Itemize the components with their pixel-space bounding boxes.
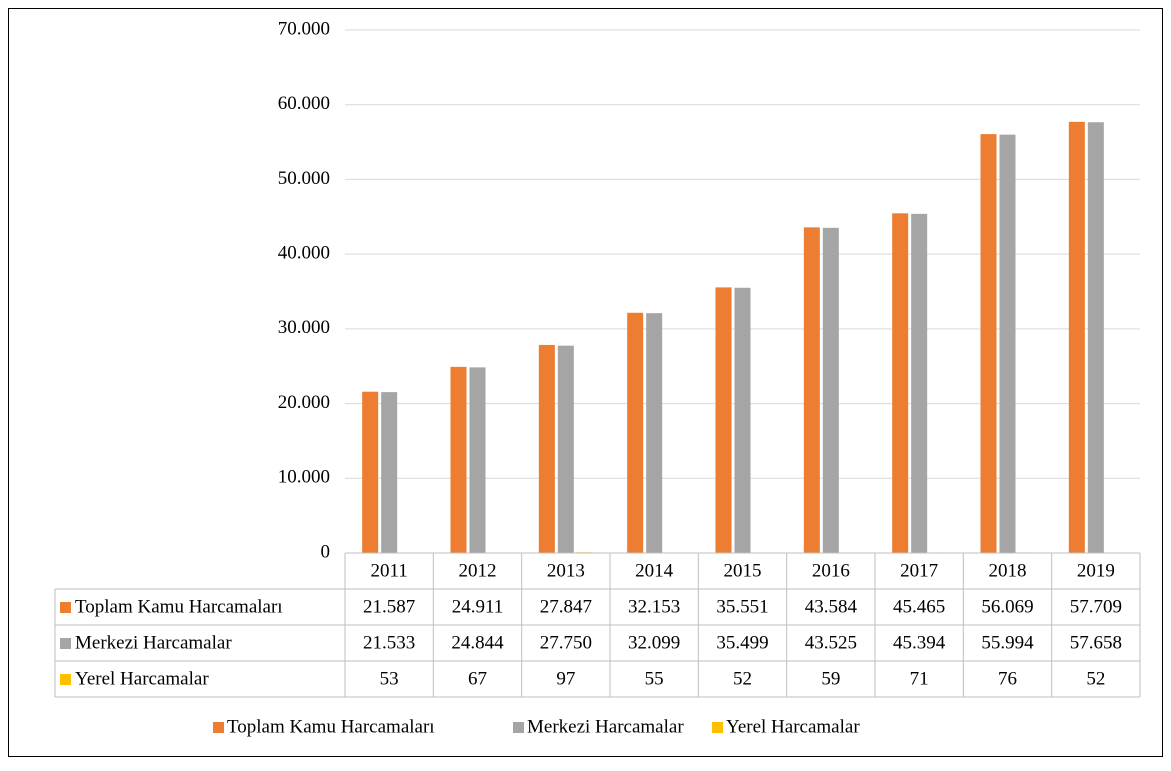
bar: [911, 214, 927, 553]
x-tick-label: 2017: [900, 560, 938, 581]
table-row-label: Merkezi Harcamalar: [75, 632, 232, 653]
y-tick-label: 60.000: [278, 93, 330, 114]
table-row-label: Toplam Kamu Harcamaları: [75, 596, 283, 617]
table-cell: 43.584: [805, 596, 858, 617]
table-cell: 43.525: [805, 632, 857, 653]
table-cell: 24.911: [452, 596, 504, 617]
y-tick-label: 30.000: [278, 317, 330, 338]
table-legend-key: [60, 674, 71, 685]
table-cell: 21.587: [363, 596, 415, 617]
y-tick-label: 20.000: [278, 392, 330, 413]
bar: [362, 392, 378, 553]
x-tick-label: 2012: [459, 560, 497, 581]
table-cell: 71: [910, 668, 929, 689]
table-cell: 57.658: [1070, 632, 1122, 653]
x-tick-label: 2014: [635, 560, 674, 581]
y-tick-label: 50.000: [278, 168, 330, 189]
bar: [892, 213, 908, 553]
bar: [646, 313, 662, 553]
x-tick-label: 2019: [1077, 560, 1115, 581]
x-tick-label: 2013: [547, 560, 585, 581]
table-cell: 67: [468, 668, 487, 689]
table-cell: 53: [380, 668, 399, 689]
x-tick-label: 2018: [989, 560, 1027, 581]
legend-key: [712, 722, 723, 733]
legend-label: Toplam Kamu Harcamaları: [227, 716, 435, 737]
table-legend-key: [60, 602, 71, 613]
bar: [558, 346, 574, 553]
table-cell: 21.533: [363, 632, 415, 653]
table-cell: 97: [556, 668, 575, 689]
bar: [735, 288, 751, 553]
bar: [804, 227, 820, 553]
legend-key: [213, 722, 224, 733]
legend-key: [513, 722, 524, 733]
y-tick-label: 40.000: [278, 243, 330, 264]
legend-label: Merkezi Harcamalar: [527, 716, 684, 737]
bar: [451, 367, 467, 553]
table-cell: 35.551: [716, 596, 768, 617]
table-row-label: Yerel Harcamalar: [75, 668, 209, 689]
table-cell: 27.847: [540, 596, 592, 617]
table-cell: 59: [821, 668, 840, 689]
x-tick-label: 2015: [724, 560, 762, 581]
x-tick-label: 2011: [371, 560, 408, 581]
bar: [539, 345, 555, 553]
y-tick-label: 0: [321, 541, 331, 562]
y-tick-label: 10.000: [278, 467, 330, 488]
table-cell: 24.844: [451, 632, 504, 653]
table-cell: 52: [1086, 668, 1105, 689]
x-tick-label: 2016: [812, 560, 850, 581]
bar: [823, 228, 839, 553]
table-cell: 55.994: [981, 632, 1034, 653]
bar: [1088, 122, 1104, 553]
table-cell: 57.709: [1070, 596, 1122, 617]
table-cell: 52: [733, 668, 752, 689]
bar: [716, 287, 732, 553]
legend-label: Yerel Harcamalar: [726, 716, 860, 737]
table-cell: 35.499: [716, 632, 768, 653]
bar: [381, 392, 397, 553]
table-cell: 32.153: [628, 596, 680, 617]
table-cell: 76: [998, 668, 1017, 689]
bar: [470, 367, 486, 553]
table-cell: 45.465: [893, 596, 945, 617]
bar: [1000, 135, 1016, 553]
table-cell: 27.750: [540, 632, 592, 653]
y-tick-label: 70.000: [278, 18, 330, 39]
bar: [1069, 122, 1085, 553]
table-cell: 32.099: [628, 632, 680, 653]
table-legend-key: [60, 638, 71, 649]
table-cell: 45.394: [893, 632, 946, 653]
bar: [981, 134, 997, 553]
table-cell: 55: [645, 668, 664, 689]
bar: [627, 313, 643, 553]
table-cell: 56.069: [981, 596, 1033, 617]
